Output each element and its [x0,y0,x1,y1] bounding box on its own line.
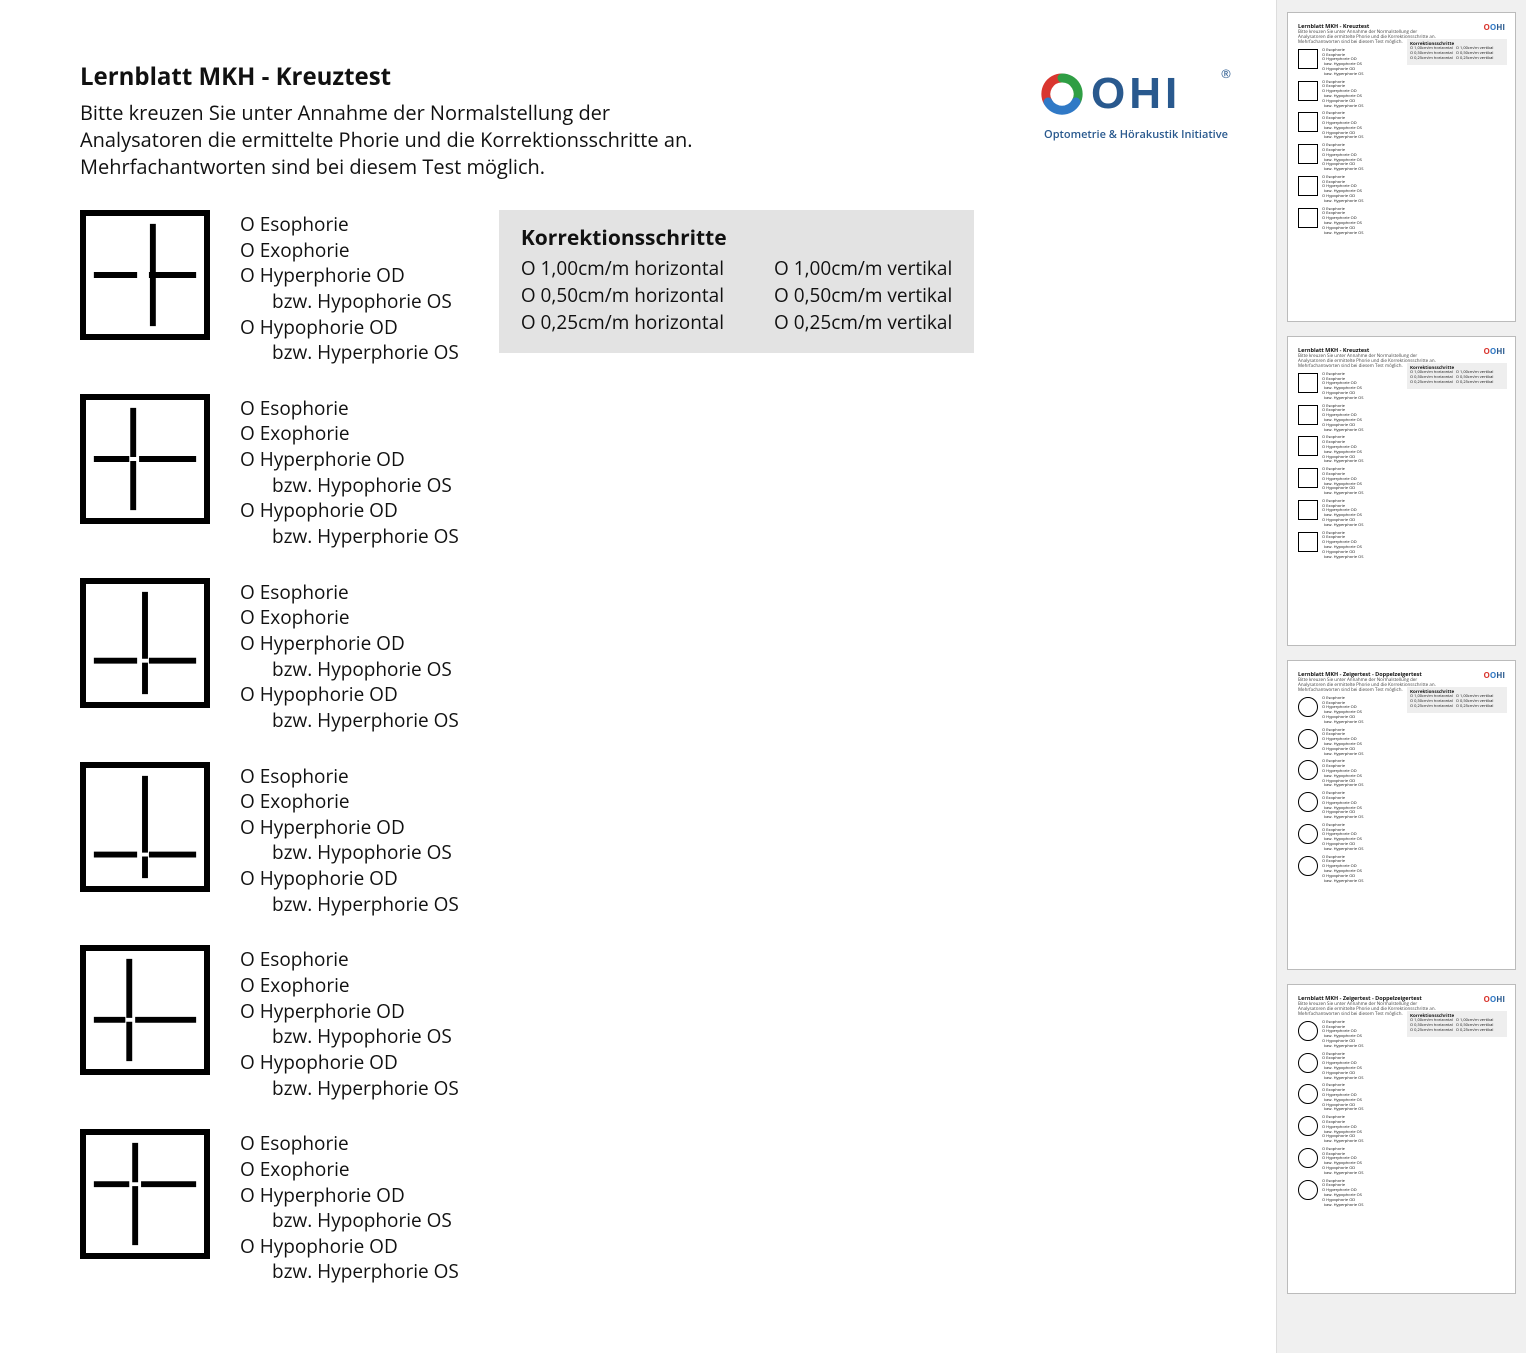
option-hyperphorie-os-sub: bzw. Hyperphorie OS [240,708,459,734]
cross-diagram [80,210,210,340]
option-hypophorie-os-sub: bzw. Hypophorie OS [240,473,459,499]
header-text: Lernblatt MKH - Kreuztest Bitte kreuzen … [80,60,700,180]
option-exophorie[interactable]: O Exophorie [240,421,459,447]
option-esophorie[interactable]: O Esophorie [240,396,459,422]
question-row: O EsophorieO ExophorieO Hyperphorie ODbz… [80,394,459,550]
page-title: Lernblatt MKH - Kreuztest [80,60,700,93]
option-esophorie[interactable]: O Esophorie [240,580,459,606]
option-hypophorie-os-sub: bzw. Hypophorie OS [240,657,459,683]
ohi-logo: OHI ® Optometrie & Hörakustik Initiative [1036,64,1236,142]
option-hypophorie-od[interactable]: O Hypophorie OD [240,1050,459,1076]
option-hypophorie-os-sub: bzw. Hypophorie OS [240,840,459,866]
svg-text:®: ® [1221,65,1231,82]
question-row: O EsophorieO ExophorieO Hyperphorie ODbz… [80,1129,459,1285]
question-list: O EsophorieO ExophorieO Hyperphorie ODbz… [80,210,459,1313]
option-hyperphorie-os-sub: bzw. Hyperphorie OS [240,892,459,918]
option-exophorie[interactable]: O Exophorie [240,238,459,264]
korrektion-option-vertical[interactable]: O 0,25cm/m vertikal [774,309,952,336]
option-hypophorie-os-sub: bzw. Hypophorie OS [240,289,459,315]
option-esophorie[interactable]: O Esophorie [240,212,459,238]
option-hypophorie-od[interactable]: O Hypophorie OD [240,1234,459,1260]
option-hyperphorie-od[interactable]: O Hyperphorie OD [240,447,459,473]
option-hypophorie-od[interactable]: O Hypophorie OD [240,315,459,341]
option-exophorie[interactable]: O Exophorie [240,789,459,815]
korrektion-option-horizontal[interactable]: O 1,00cm/m horizontal [521,255,724,282]
content: O EsophorieO ExophorieO Hyperphorie ODbz… [80,210,1236,1313]
korrektion-option-horizontal[interactable]: O 0,50cm/m horizontal [521,282,724,309]
page-thumbnail[interactable]: Lernblatt MKH - Zeigertest - Doppelzeige… [1287,660,1516,970]
option-hyperphorie-os-sub: bzw. Hyperphorie OS [240,1076,459,1102]
cross-diagram [80,762,210,892]
ohi-logo-svg: OHI ® [1036,64,1236,124]
option-hypophorie-os-sub: bzw. Hypophorie OS [240,1024,459,1050]
question-row: O EsophorieO ExophorieO Hyperphorie ODbz… [80,762,459,918]
cross-diagram [80,945,210,1075]
phorie-options[interactable]: O EsophorieO ExophorieO Hyperphorie ODbz… [240,578,459,734]
cross-diagram [80,394,210,524]
cross-diagram [80,578,210,708]
option-hyperphorie-os-sub: bzw. Hyperphorie OS [240,524,459,550]
option-hyperphorie-os-sub: bzw. Hyperphorie OS [240,340,459,366]
question-row: O EsophorieO ExophorieO Hyperphorie ODbz… [80,578,459,734]
question-row: O EsophorieO ExophorieO Hyperphorie ODbz… [80,210,459,366]
intro-text: Bitte kreuzen Sie unter Annahme der Norm… [80,99,700,180]
option-hyperphorie-od[interactable]: O Hyperphorie OD [240,999,459,1025]
thumbnail-sidebar[interactable]: Lernblatt MKH - KreuztestBitte kreuzen S… [1276,0,1526,1353]
korrektion-option-vertical[interactable]: O 0,50cm/m vertikal [774,282,952,309]
phorie-options[interactable]: O EsophorieO ExophorieO Hyperphorie ODbz… [240,1129,459,1285]
phorie-options[interactable]: O EsophorieO ExophorieO Hyperphorie ODbz… [240,762,459,918]
cross-diagram [80,1129,210,1259]
svg-text:OHI: OHI [1091,69,1181,118]
option-esophorie[interactable]: O Esophorie [240,947,459,973]
option-hyperphorie-od[interactable]: O Hyperphorie OD [240,1183,459,1209]
option-hypophorie-os-sub: bzw. Hypophorie OS [240,1208,459,1234]
option-hyperphorie-os-sub: bzw. Hyperphorie OS [240,1259,459,1285]
option-esophorie[interactable]: O Esophorie [240,1131,459,1157]
option-hypophorie-od[interactable]: O Hypophorie OD [240,498,459,524]
question-row: O EsophorieO ExophorieO Hyperphorie ODbz… [80,945,459,1101]
phorie-options[interactable]: O EsophorieO ExophorieO Hyperphorie ODbz… [240,210,459,366]
page-thumbnail[interactable]: Lernblatt MKH - KreuztestBitte kreuzen S… [1287,12,1516,322]
korrektion-box: Korrektionsschritte O 1,00cm/m horizonta… [499,210,974,353]
korrektion-option-vertical[interactable]: O 1,00cm/m vertikal [774,255,952,282]
page-thumbnail[interactable]: Lernblatt MKH - Zeigertest - Doppelzeige… [1287,984,1516,1294]
option-exophorie[interactable]: O Exophorie [240,973,459,999]
option-hypophorie-od[interactable]: O Hypophorie OD [240,682,459,708]
phorie-options[interactable]: O EsophorieO ExophorieO Hyperphorie ODbz… [240,394,459,550]
korrektion-option-horizontal[interactable]: O 0,25cm/m horizontal [521,309,724,336]
option-hyperphorie-od[interactable]: O Hyperphorie OD [240,631,459,657]
korrektion-col-vertical: O 1,00cm/m vertikalO 0,50cm/m vertikalO … [774,255,952,335]
option-exophorie[interactable]: O Exophorie [240,605,459,631]
option-exophorie[interactable]: O Exophorie [240,1157,459,1183]
option-hyperphorie-od[interactable]: O Hyperphorie OD [240,263,459,289]
option-hypophorie-od[interactable]: O Hypophorie OD [240,866,459,892]
korrektion-col-horizontal: O 1,00cm/m horizontalO 0,50cm/m horizont… [521,255,724,335]
phorie-options[interactable]: O EsophorieO ExophorieO Hyperphorie ODbz… [240,945,459,1101]
page-thumbnail[interactable]: Lernblatt MKH - KreuztestBitte kreuzen S… [1287,336,1516,646]
header: Lernblatt MKH - Kreuztest Bitte kreuzen … [80,60,1236,180]
main-document: Lernblatt MKH - Kreuztest Bitte kreuzen … [0,0,1276,1353]
korrektion-title: Korrektionsschritte [521,224,952,253]
option-esophorie[interactable]: O Esophorie [240,764,459,790]
option-hyperphorie-od[interactable]: O Hyperphorie OD [240,815,459,841]
logo-subtitle: Optometrie & Hörakustik Initiative [1036,127,1236,142]
